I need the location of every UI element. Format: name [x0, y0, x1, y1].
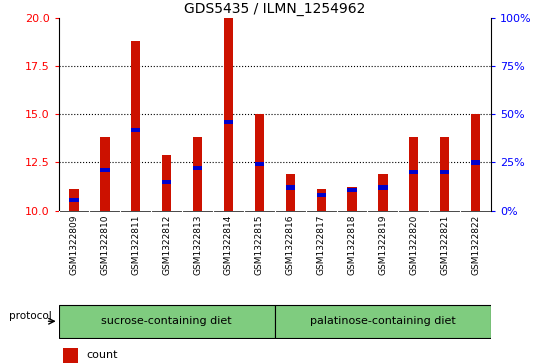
Bar: [348, 187, 357, 211]
Text: count: count: [86, 350, 118, 360]
FancyBboxPatch shape: [59, 305, 275, 338]
Text: GSM1322810: GSM1322810: [100, 215, 109, 276]
Bar: [440, 138, 449, 211]
Bar: [63, 348, 78, 363]
Bar: [193, 166, 202, 170]
Bar: [193, 138, 202, 211]
Bar: [100, 138, 109, 211]
Bar: [409, 138, 418, 211]
Bar: [348, 188, 357, 192]
Text: GSM1322814: GSM1322814: [224, 215, 233, 275]
Bar: [471, 160, 480, 164]
Text: GSM1322809: GSM1322809: [70, 215, 79, 276]
Bar: [286, 174, 295, 211]
Text: sucrose-containing diet: sucrose-containing diet: [102, 316, 232, 326]
Bar: [131, 41, 141, 211]
Text: GSM1322815: GSM1322815: [255, 215, 264, 276]
Text: GSM1322813: GSM1322813: [193, 215, 202, 276]
Bar: [286, 185, 295, 189]
Text: protocol: protocol: [9, 311, 51, 321]
Bar: [69, 189, 79, 211]
Bar: [131, 128, 141, 132]
Bar: [100, 168, 109, 172]
Bar: [224, 18, 233, 211]
Text: GSM1322819: GSM1322819: [378, 215, 387, 276]
Bar: [255, 162, 264, 167]
Text: GSM1322818: GSM1322818: [348, 215, 357, 276]
Bar: [440, 170, 449, 174]
Text: GSM1322816: GSM1322816: [286, 215, 295, 276]
Text: GSM1322817: GSM1322817: [316, 215, 326, 276]
Bar: [471, 114, 480, 211]
Bar: [409, 170, 418, 174]
Text: GSM1322812: GSM1322812: [162, 215, 171, 275]
Bar: [378, 185, 388, 189]
Text: GSM1322820: GSM1322820: [410, 215, 418, 275]
Bar: [316, 193, 326, 197]
Text: GSM1322822: GSM1322822: [471, 215, 480, 275]
Bar: [316, 189, 326, 211]
Bar: [378, 174, 388, 211]
Bar: [162, 180, 171, 184]
Bar: [162, 155, 171, 211]
Text: GSM1322821: GSM1322821: [440, 215, 449, 275]
Text: palatinose-containing diet: palatinose-containing diet: [310, 316, 456, 326]
Title: GDS5435 / ILMN_1254962: GDS5435 / ILMN_1254962: [184, 2, 365, 16]
Bar: [69, 198, 79, 202]
FancyBboxPatch shape: [275, 305, 491, 338]
Bar: [255, 114, 264, 211]
Bar: [224, 120, 233, 124]
Text: GSM1322811: GSM1322811: [131, 215, 140, 276]
